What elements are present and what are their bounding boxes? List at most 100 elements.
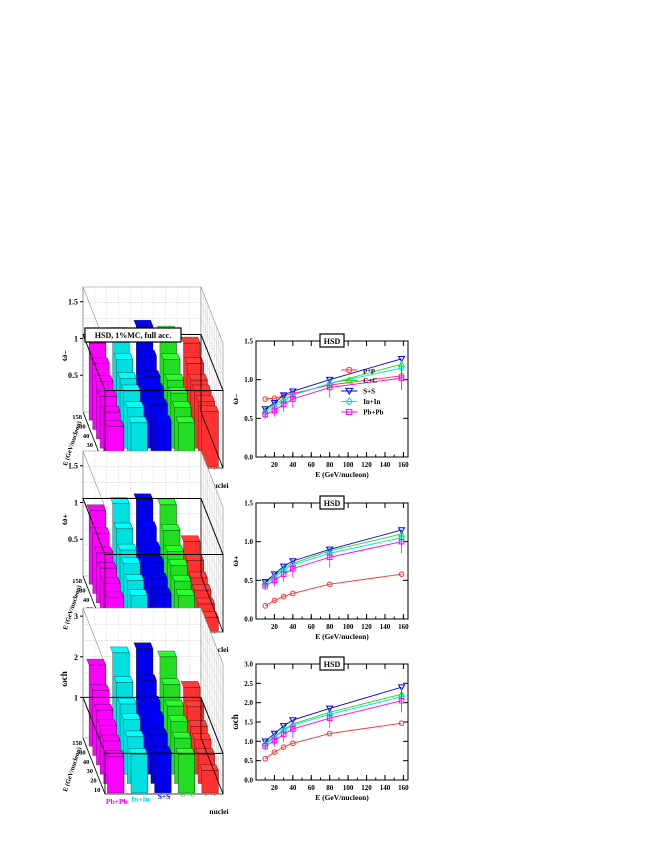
grid-line: [83, 624, 224, 681]
series-line-CC: [264, 533, 402, 584]
point-pp: [290, 740, 296, 747]
grid-line: [83, 640, 224, 697]
point-PbPb: [271, 737, 278, 744]
point-PbPb: [280, 731, 287, 738]
point-PbPb: [290, 396, 296, 402]
point-pp: [280, 593, 287, 600]
x-tick-label: 120: [361, 784, 372, 792]
energy-axis-label: E (GeV/nucleon): [62, 746, 83, 792]
point-SS: [279, 563, 288, 571]
x-tick-label: 100: [343, 623, 354, 631]
x-tick-label: 60: [308, 623, 316, 631]
point-SS: [397, 355, 406, 363]
bar-SS-10: [152, 746, 172, 794]
nucleus-label-InIn: In+In: [131, 795, 150, 804]
energy-tick-label: 30: [87, 442, 94, 449]
chart-title: HSD: [324, 337, 341, 346]
point-SS: [288, 558, 297, 565]
y-tick-label: 0.5: [244, 577, 253, 585]
series-line-pp: [265, 375, 402, 400]
point-PbPb: [262, 582, 269, 589]
point-pp: [262, 755, 269, 762]
point-SS: [288, 717, 297, 724]
y-tick-label: 0.5: [244, 757, 253, 765]
z-tick-label: 1: [74, 498, 78, 507]
y-tick-label: 1.5: [244, 500, 253, 508]
point-pp: [280, 744, 287, 750]
point-SS: [261, 738, 270, 746]
y-axis-label: ω₋: [230, 393, 240, 405]
point-PbPb: [262, 743, 269, 749]
x-tick-label: 80: [326, 784, 334, 792]
z-tick-label: 0.5: [68, 535, 78, 544]
nucleus-label-SS: S+S: [158, 792, 171, 801]
legend-marker-PbPb: [346, 408, 353, 416]
x-tick-label: 160: [398, 784, 409, 792]
series-line-PbPb: [264, 700, 402, 747]
line-chart-3: 20 40 60 80 100 120 140 160 0.0 0.5 1.0 1.5 E (GeV/n…: [230, 495, 409, 641]
nucleus-label-pp: p+p: [205, 461, 218, 470]
point-pp: [271, 597, 278, 604]
point-pp: [398, 720, 405, 726]
x-axis-label: E (GeV/nucleon): [315, 632, 369, 641]
series-line-SS: [264, 686, 402, 742]
energy-tick-label: 40: [83, 433, 90, 440]
energy-axis-label: E (GeV/nucleon): [62, 420, 83, 466]
legend-label-InIn: In+In: [363, 398, 380, 406]
point-PbPb: [262, 411, 269, 418]
y-tick-label: 2.0: [244, 699, 253, 707]
top-label-box: HSD, 1%MC, full acc.: [84, 327, 182, 343]
legend-marker-pp: [346, 366, 353, 374]
y-tick-label: 1.0: [244, 376, 253, 384]
y-axis-label: ω₊: [230, 555, 240, 567]
y-tick-label: 0.5: [244, 415, 253, 423]
legend-label-PbPb: Pb+Pb: [363, 409, 383, 417]
point-PbPb: [290, 565, 296, 572]
point-PbPb: [280, 571, 287, 577]
point-PbPb: [326, 384, 333, 391]
point-SS: [270, 571, 279, 578]
chart-title-box: HSD: [319, 333, 345, 348]
point-PbPb: [271, 407, 278, 414]
point-pp: [271, 749, 278, 755]
point-pp: [326, 730, 333, 737]
point-PbPb: [398, 375, 405, 381]
chart-title: HSD: [324, 499, 341, 508]
line-chart-5: 20 40 60 80 100 120 140 160 0.0 0.5 1.0 1.5 2.0 2.5 3.…: [230, 656, 409, 802]
z-axis-label: ω₋: [59, 350, 69, 362]
z-axis-label: ω₊: [59, 514, 69, 526]
x-tick-label: 40: [289, 623, 297, 631]
chart-title-box: HSD: [319, 656, 345, 671]
point-SS: [270, 400, 279, 407]
energy-tick-label: 80: [79, 749, 86, 756]
point-pp: [290, 590, 296, 597]
energy-tick-label: 80: [79, 423, 86, 430]
x-tick-label: 140: [380, 623, 391, 631]
x-tick-label: 20: [271, 784, 279, 792]
point-SS: [288, 388, 297, 396]
point-pp: [326, 581, 333, 588]
point-SS: [325, 705, 334, 713]
y-tick-label: 0.0: [244, 777, 253, 785]
plot-frame: [255, 502, 409, 620]
top-label: HSD, 1%MC, full acc.: [95, 331, 171, 340]
x-tick-label: 140: [380, 784, 391, 792]
x-tick-label: 140: [380, 461, 391, 469]
z-tick-label: 0.5: [68, 371, 78, 380]
nuclei-axis-label: nuclei: [209, 645, 228, 654]
point-SS: [279, 392, 288, 399]
plot-frame: [255, 663, 409, 781]
z-tick-label: 1: [74, 334, 78, 343]
point-PbPb: [398, 538, 405, 545]
z-axis-label: ωch: [59, 671, 69, 687]
y-tick-label: 1.5: [244, 338, 253, 346]
energy-tick-label: 40: [83, 759, 90, 766]
bar-InIn-10: [128, 748, 148, 794]
y-axis-label: ωch: [230, 714, 240, 730]
legend-label-SS: S+S: [363, 388, 375, 396]
y-tick-label: 2.5: [244, 680, 253, 688]
y-tick-label: 0.0: [244, 454, 253, 462]
nucleus-label-pp: p+p: [205, 625, 218, 634]
